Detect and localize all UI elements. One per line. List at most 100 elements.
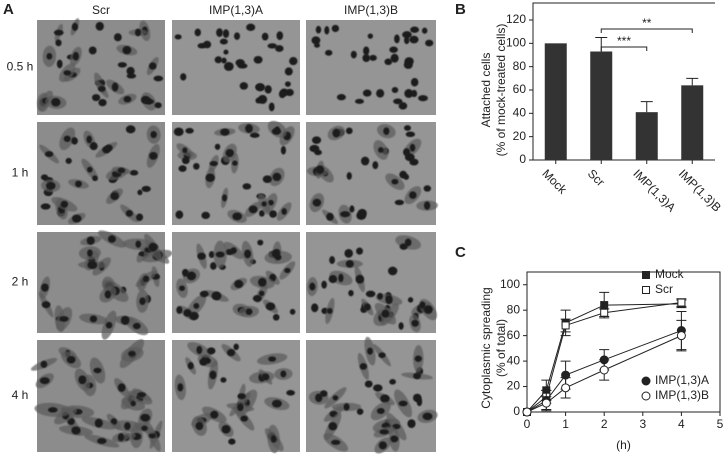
cell bbox=[141, 425, 148, 431]
axis-frame bbox=[526, 271, 721, 413]
cell bbox=[332, 395, 339, 401]
cell bbox=[89, 315, 98, 323]
cell bbox=[315, 25, 322, 34]
cell bbox=[237, 393, 246, 400]
cell bbox=[384, 58, 393, 66]
cell bbox=[326, 212, 334, 221]
cell bbox=[48, 407, 58, 413]
cell bbox=[195, 421, 204, 431]
cell bbox=[249, 132, 260, 138]
cell bbox=[207, 347, 216, 355]
panel-label: B bbox=[455, 1, 466, 18]
cell bbox=[398, 102, 408, 110]
cell bbox=[221, 57, 227, 64]
column-label: Scr bbox=[92, 3, 110, 17]
cell bbox=[394, 34, 400, 44]
cell bbox=[117, 433, 125, 442]
cell bbox=[356, 408, 364, 415]
cell bbox=[261, 32, 269, 41]
cell bbox=[338, 273, 344, 283]
cell bbox=[87, 166, 93, 173]
column-label: IMP(1,3)A bbox=[209, 3, 263, 17]
cell bbox=[315, 393, 323, 403]
y-tick-label: 0 bbox=[513, 404, 520, 418]
cell bbox=[364, 380, 373, 388]
y-tick-label: 120 bbox=[506, 12, 526, 26]
cell bbox=[362, 89, 372, 97]
legend-label: IMP(1,3)A bbox=[655, 373, 709, 387]
cell bbox=[174, 34, 182, 40]
cell bbox=[187, 362, 194, 370]
micrograph bbox=[306, 122, 438, 225]
cell bbox=[267, 43, 278, 49]
panel-label: C bbox=[455, 244, 466, 261]
cell bbox=[98, 98, 107, 107]
cell bbox=[346, 172, 352, 180]
cell bbox=[124, 422, 131, 430]
cell bbox=[209, 370, 217, 380]
cell bbox=[209, 160, 218, 167]
cell bbox=[332, 128, 341, 138]
cell bbox=[268, 356, 277, 362]
cell bbox=[398, 400, 408, 407]
cell bbox=[409, 191, 417, 199]
cell bbox=[130, 400, 136, 407]
cell bbox=[262, 175, 272, 184]
cell bbox=[276, 31, 284, 40]
cell bbox=[356, 247, 363, 255]
cell bbox=[216, 28, 223, 37]
cell bbox=[376, 407, 385, 415]
cell bbox=[264, 85, 272, 94]
cell bbox=[175, 210, 184, 219]
cell bbox=[239, 82, 248, 90]
cell bbox=[201, 211, 210, 220]
cell bbox=[407, 419, 416, 429]
data-point bbox=[600, 308, 609, 317]
cell bbox=[63, 135, 71, 142]
cell bbox=[177, 383, 184, 392]
x-tick-label: 5 bbox=[717, 417, 724, 431]
cell bbox=[311, 303, 319, 313]
cell bbox=[72, 51, 79, 61]
cell bbox=[186, 271, 197, 281]
cell bbox=[135, 240, 142, 248]
cell bbox=[95, 21, 104, 31]
cell bbox=[245, 124, 253, 133]
legend-label: Mock bbox=[655, 267, 685, 281]
cell bbox=[391, 87, 399, 94]
cell bbox=[388, 266, 398, 276]
cell bbox=[78, 375, 87, 385]
cell bbox=[44, 151, 54, 158]
cell bbox=[423, 201, 431, 210]
cell bbox=[255, 97, 262, 104]
cell bbox=[219, 38, 228, 45]
cell bbox=[320, 390, 328, 397]
x-tick-label: IMP(1,3)A bbox=[630, 166, 678, 214]
cell bbox=[357, 208, 367, 218]
cell bbox=[87, 260, 98, 270]
cell bbox=[150, 131, 157, 139]
panel-label: A bbox=[3, 1, 14, 18]
cell bbox=[258, 277, 267, 287]
cell bbox=[365, 290, 376, 298]
cell bbox=[315, 165, 325, 174]
cell bbox=[244, 249, 252, 259]
cell bbox=[89, 142, 98, 151]
row-label: 0.5 h bbox=[7, 60, 34, 74]
cell bbox=[185, 127, 194, 134]
cell bbox=[71, 214, 82, 223]
cell bbox=[389, 46, 398, 53]
cell bbox=[336, 94, 346, 101]
cell bbox=[331, 24, 340, 33]
cell bbox=[220, 128, 230, 136]
data-point bbox=[522, 407, 532, 417]
cell bbox=[173, 127, 184, 137]
cell bbox=[409, 143, 416, 152]
cell bbox=[193, 303, 200, 309]
cell bbox=[403, 125, 411, 131]
cell bbox=[284, 67, 293, 76]
x-tick-label: IMP(1,3)B bbox=[676, 166, 724, 214]
cell bbox=[284, 267, 291, 274]
micrograph bbox=[172, 232, 300, 333]
